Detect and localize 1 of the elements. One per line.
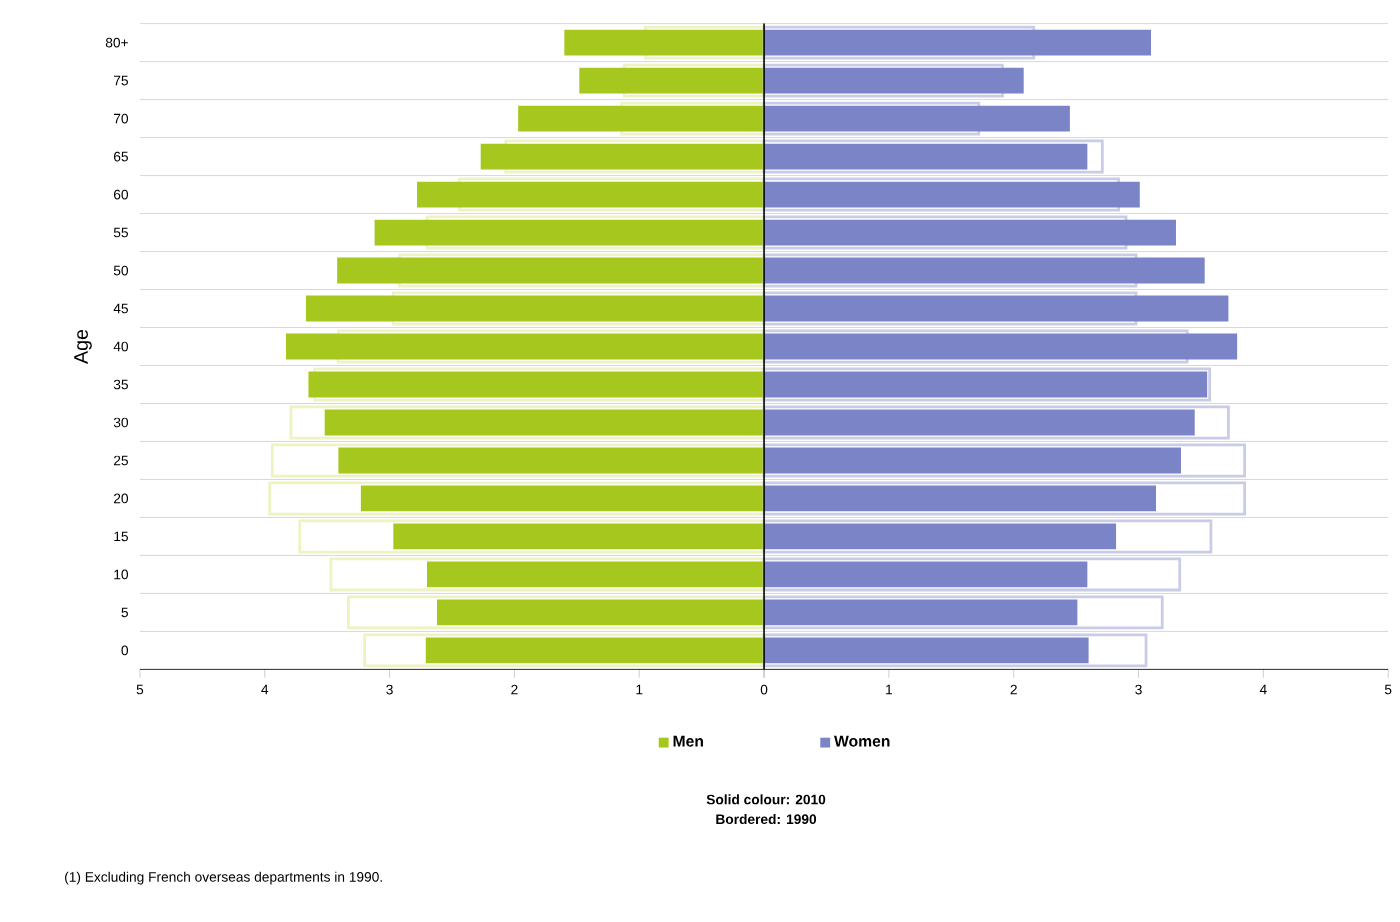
- y-axis-title: Age: [74, 330, 92, 365]
